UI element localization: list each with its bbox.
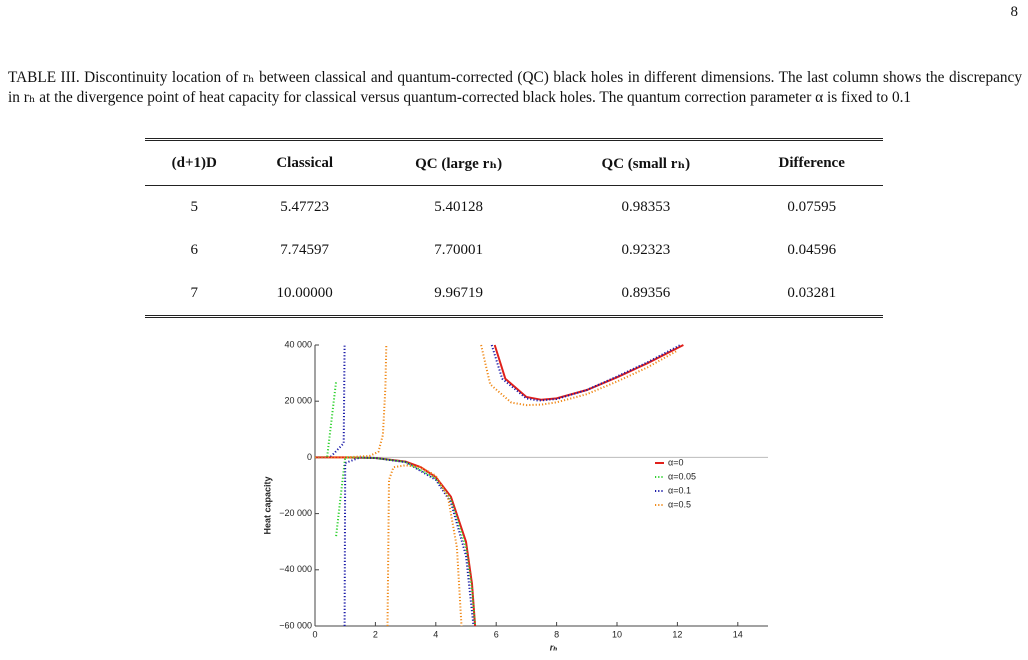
table-body: 5 5.47723 5.40128 0.98353 0.07595 6 7.74597 7.7… [145, 186, 883, 317]
table-cell: 0.89356 [621, 285, 671, 301]
table-row: 7 10.00000 9.96719 0.89356 0.03281 [145, 272, 883, 317]
table-cell: 0.03281 [787, 285, 837, 301]
table-cell: 7.74597 [280, 242, 330, 258]
x-tick-label: 2 [373, 629, 378, 639]
table-row: 6 7.74597 7.70001 0.92323 0.04596 [145, 229, 883, 272]
table-cell: 0.98353 [621, 199, 671, 215]
x-tick-label: 10 [612, 629, 622, 639]
table-cell: 0.07595 [787, 199, 837, 215]
header-cell: Classical [243, 139, 366, 186]
legend-label: α=0 [668, 457, 683, 467]
x-tick-label: 4 [433, 629, 438, 639]
series-line [315, 344, 678, 627]
header-row: (d+1)D Classical QC (large rₕ) QC (small rₕ… [145, 139, 883, 186]
table-cell: 7.70001 [434, 242, 483, 258]
header-cell: QC (small rₕ) [551, 139, 741, 186]
caption: TABLE III. Discontinuity location of rₕ … [8, 69, 1022, 106]
table-cell: 10.00000 [276, 285, 333, 301]
x-axis-label: rₕ [550, 642, 558, 652]
y-tick-label: −40 000 [279, 564, 312, 574]
table: (d+1)D Classical QC (large rₕ) QC (small rₕ… [145, 138, 883, 318]
y-tick-label: 20 000 [284, 396, 312, 406]
table-cell: 7 [190, 285, 198, 301]
y-tick-label: 40 000 [284, 339, 312, 349]
table-cell: 9.96719 [434, 285, 483, 301]
table-cell: 5 [190, 199, 198, 215]
legend-label: α=0.1 [668, 485, 691, 495]
legend-label: α=0.05 [668, 471, 696, 481]
table-cell: 0.92323 [621, 242, 671, 258]
page-number: 8 [1010, 4, 1019, 20]
header-cell: (d+1)D [145, 139, 244, 186]
table-cell: 5.40128 [434, 199, 483, 215]
series-line [315, 344, 681, 627]
table-row: 5 5.47723 5.40128 0.98353 0.07595 [145, 186, 883, 230]
x-tick-label: 8 [554, 629, 559, 639]
x-tick-label: 14 [733, 629, 743, 639]
x-tick-label: 0 [312, 629, 317, 639]
table-cell: 5.47723 [280, 199, 330, 215]
legend-label: α=0.5 [668, 499, 691, 509]
y-axis-label: Heat capacity [262, 476, 272, 534]
header-cell: QC (large rₕ) [365, 139, 552, 186]
x-tick-label: 6 [494, 629, 499, 639]
series-line [315, 344, 684, 627]
x-tick-label: 12 [672, 629, 682, 639]
y-tick-label: 0 [307, 452, 312, 462]
y-tick-label: −60 000 [279, 620, 312, 630]
header-cell: Difference [740, 139, 883, 186]
y-tick-label: −20 000 [279, 508, 312, 518]
table-cell: 6 [190, 242, 198, 258]
table-cell: 0.04596 [787, 242, 837, 258]
